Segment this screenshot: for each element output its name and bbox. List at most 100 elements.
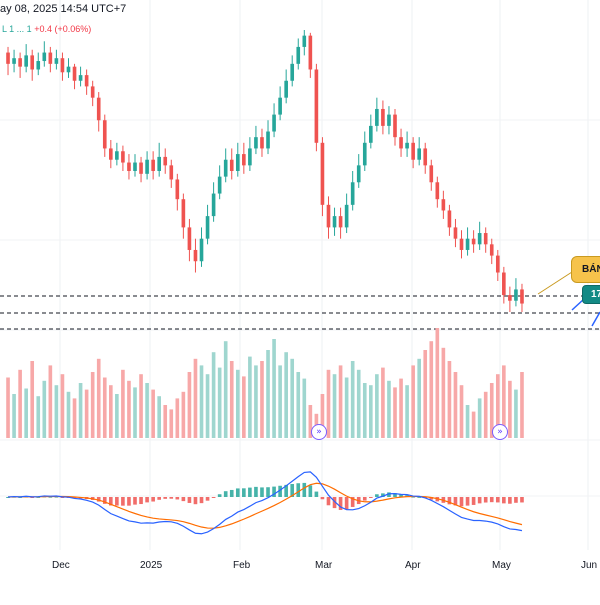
volume-bar (411, 365, 415, 438)
macd-histogram-bar (109, 497, 113, 506)
candle-body (24, 55, 28, 67)
macd-histogram-bar (362, 497, 367, 501)
macd-histogram-bar (393, 493, 397, 497)
chart-date-header: ay 08, 2025 14:54 UTC+7 (0, 3, 127, 15)
candle-body (248, 148, 252, 166)
macd-histogram-bar (266, 487, 270, 497)
macd-histogram-bar (157, 497, 161, 500)
volume-bar (84, 389, 89, 438)
candle-body (54, 58, 59, 64)
volume-bar (381, 367, 385, 438)
volume-bar (495, 374, 500, 438)
macd-histogram-bar (211, 497, 216, 498)
sell-signal-callout[interactable]: BÁN (571, 256, 600, 283)
callout-pointer (591, 311, 600, 327)
macd-histogram-bar (453, 497, 458, 506)
volume-bar (229, 361, 234, 438)
candle-body (115, 151, 119, 160)
macd-histogram-bar (151, 497, 155, 502)
volume-bar (12, 394, 16, 438)
candle-body (381, 108, 385, 126)
candle-body (459, 238, 464, 250)
volume-bar (181, 391, 186, 438)
volume-bar (459, 385, 464, 438)
macd-histogram-bar (187, 497, 192, 503)
candle-body (502, 272, 506, 296)
volume-bar (235, 369, 240, 438)
volume-bar (54, 385, 59, 438)
double-arrow-icon[interactable]: » (311, 424, 327, 440)
candle-body (84, 75, 89, 87)
candle-body (296, 46, 301, 64)
volume-bar (369, 385, 373, 438)
volume-bar (284, 352, 288, 438)
x-tick-label: 2025 (140, 560, 163, 571)
candle-body (60, 58, 65, 73)
candle-body (12, 58, 16, 64)
candle-body (453, 227, 458, 239)
macd-histogram-bar (254, 486, 258, 497)
macd-histogram-bar (163, 497, 168, 499)
candle-body (109, 148, 113, 160)
candle-body (199, 238, 204, 262)
macd-histogram-bar (229, 489, 234, 497)
volume-bar (429, 341, 434, 438)
macd-histogram-bar (320, 497, 325, 500)
x-tick-label: May (492, 560, 511, 571)
candle-body (217, 176, 222, 194)
volume-bar (121, 369, 125, 438)
volume-bar (211, 352, 216, 438)
candle-body (405, 142, 409, 149)
candle-body (489, 244, 494, 256)
volume-bar (332, 374, 337, 438)
macd-histogram-bar (72, 497, 77, 499)
candle-body (121, 151, 125, 163)
candle-body (66, 66, 71, 73)
volume-bar (30, 361, 35, 438)
legend-change: +0.4 (+0.06%) (34, 24, 92, 34)
macd-histogram-bar (60, 497, 65, 498)
candle-body (163, 156, 168, 166)
candle-body (320, 142, 325, 205)
legend-partial: L 1 ... 1 (2, 24, 32, 34)
candle-body (235, 154, 240, 171)
candle-body (30, 55, 35, 70)
macd-histogram-bar (350, 497, 355, 507)
volume-bar (145, 383, 149, 438)
candle-body (417, 148, 421, 160)
volume-bar (217, 367, 222, 438)
candle-body (362, 142, 367, 166)
volume-bar (514, 389, 518, 438)
macd-signal-line (8, 482, 523, 529)
double-arrow-icon[interactable]: » (492, 424, 508, 440)
macd-histogram-bar (520, 497, 524, 503)
volume-bar (278, 365, 282, 438)
volume-bar (302, 378, 307, 438)
macd-histogram-bar (483, 497, 488, 503)
candle-body (169, 165, 174, 180)
price-tag[interactable]: 17 (582, 285, 600, 304)
candle-body (133, 162, 137, 171)
volume-bar (266, 350, 270, 438)
macd-histogram-bar (36, 496, 41, 498)
candle-body (375, 108, 379, 126)
volume-bar (6, 377, 10, 438)
volume-bar (151, 389, 155, 438)
macd-histogram-bar (54, 496, 59, 498)
candle-body (187, 227, 192, 250)
macd-histogram-bar (205, 497, 210, 501)
candle-body (514, 289, 518, 301)
macd-histogram-bar (284, 484, 288, 497)
volume-bar (350, 361, 355, 438)
volume-bar (296, 372, 301, 438)
volume-bar (193, 358, 198, 438)
volume-bar (435, 328, 440, 438)
macd-histogram-bar (278, 485, 282, 497)
candle-body (483, 233, 488, 245)
volume-bar (356, 369, 361, 438)
candle-body (102, 120, 107, 149)
volume-bar (248, 356, 252, 438)
volume-bar (205, 374, 210, 438)
